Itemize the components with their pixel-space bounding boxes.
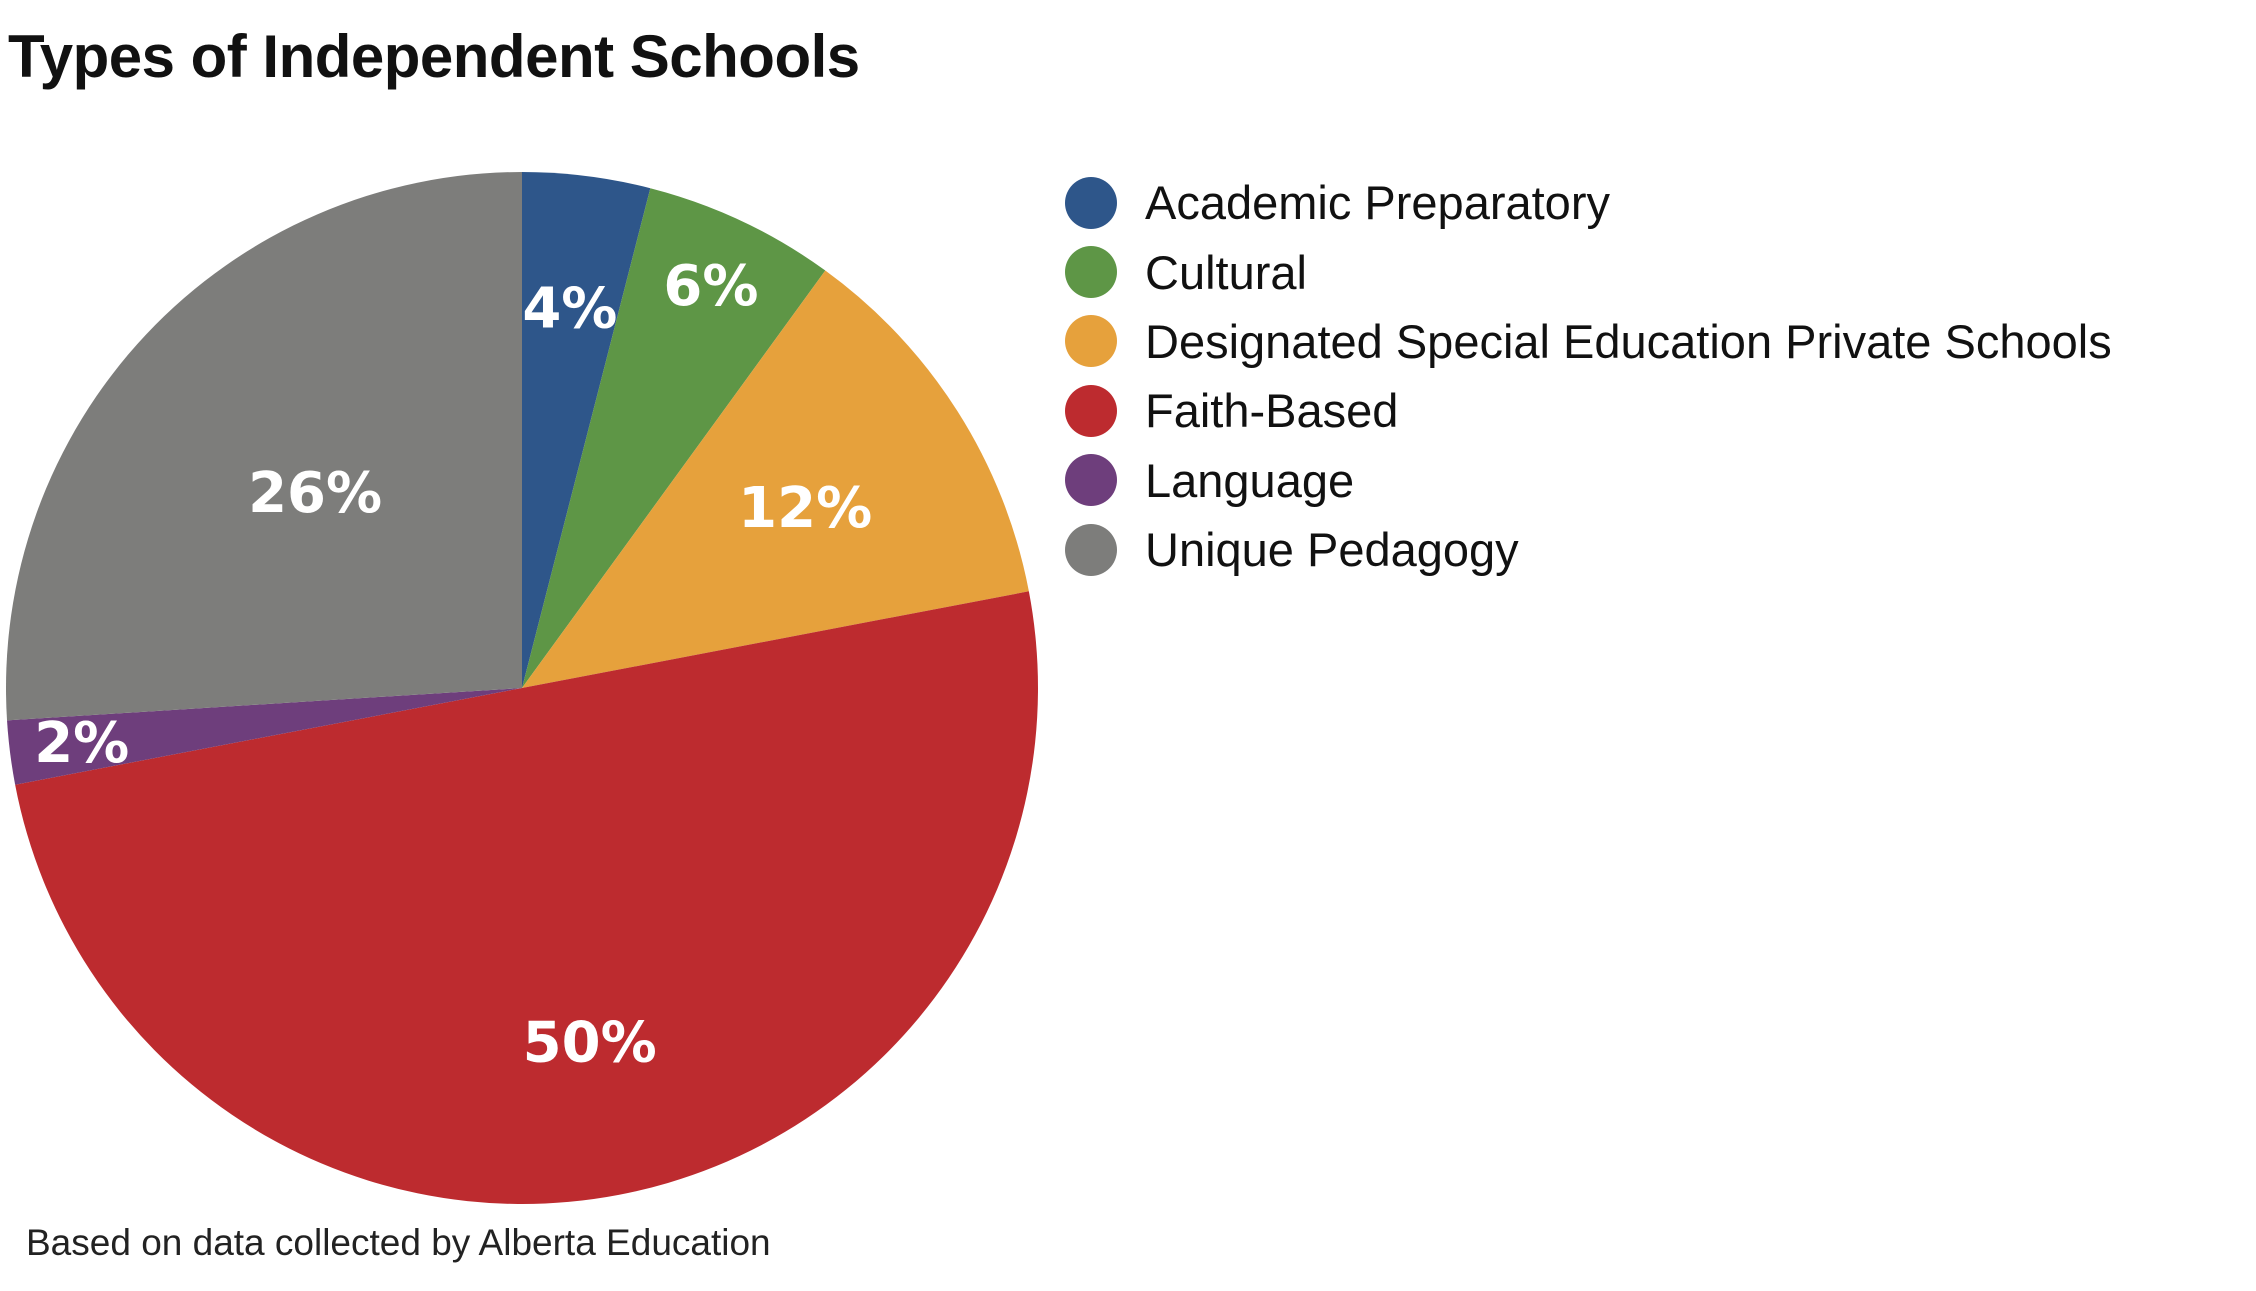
legend-item-cultural: Cultural (1065, 237, 2112, 306)
chart-title: Types of Independent Schools (8, 23, 860, 90)
slice-label-faith-based: 50% (523, 1010, 657, 1075)
legend-label: Cultural (1145, 245, 1307, 299)
legend-label: Language (1145, 453, 1355, 507)
legend-swatch-cultural (1065, 246, 1117, 299)
slice-label-academic-preparatory: 4% (522, 277, 617, 342)
legend-label: Academic Preparatory (1145, 176, 1610, 230)
pie-slice-language (7, 688, 523, 785)
pie-slices (5, 172, 1039, 1204)
legend-item-faith-based: Faith-Based (1065, 376, 2112, 445)
legend-swatch-designated-special-education-private-schools (1065, 315, 1117, 368)
legend-swatch-unique-pedagogy (1065, 523, 1117, 576)
slice-label-language: 2% (34, 711, 129, 776)
pie-slice-designated-special-education-private-schools (522, 270, 1029, 688)
legend-item-academic-preparatory: Academic Preparatory (1065, 168, 2112, 237)
legend-swatch-academic-preparatory (1065, 176, 1117, 229)
legend-item-language: Language (1065, 446, 2112, 515)
pie-slice-labels: 4% 6% 12% 50% 2% 26% (34, 254, 872, 1075)
legend-label: Unique Pedagogy (1145, 523, 1519, 577)
slice-label-designated-special-education-private-schools: 12% (738, 476, 872, 541)
legend-label: Faith-Based (1145, 384, 1399, 438)
pie-slice-cultural (522, 188, 826, 688)
slice-label-unique-pedagogy: 26% (248, 461, 382, 526)
legend-item-unique-pedagogy: Unique Pedagogy (1065, 515, 2112, 584)
legend-label: Designated Special Education Private Sch… (1145, 314, 2112, 368)
pie-slice-faith-based (15, 591, 1039, 1204)
legend-swatch-language (1065, 454, 1117, 507)
pie-slice-unique-pedagogy (5, 172, 522, 721)
legend: Academic Preparatory Cultural Designated S… (1065, 168, 2112, 584)
slice-label-cultural: 6% (663, 254, 758, 319)
pie-slice-academic-preparatory (522, 172, 651, 688)
pie-chart: 4% 6% 12% 50% 2% 26% (5, 172, 1039, 1204)
legend-swatch-faith-based (1065, 384, 1117, 437)
source-note: Based on data collected by Alberta Educa… (26, 1222, 771, 1263)
legend-item-designated-special-education-private-schools: Designated Special Education Private Sch… (1065, 307, 2112, 376)
